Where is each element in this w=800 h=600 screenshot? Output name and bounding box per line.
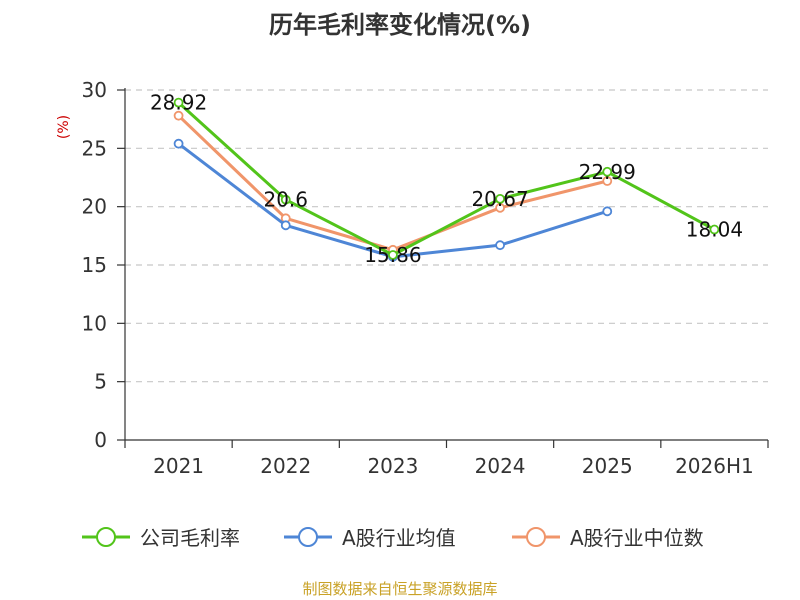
x-tick-label: 2021: [153, 454, 204, 478]
data-point: [602, 206, 613, 217]
data-point: [280, 220, 291, 231]
series-lines: [173, 97, 720, 262]
y-tick-label: 5: [94, 370, 107, 394]
data-point: [709, 224, 720, 235]
data-point: [602, 166, 613, 177]
series-2: [173, 110, 613, 255]
data-label: 18.04: [686, 218, 743, 242]
series-line: [177, 101, 716, 257]
series-line: [177, 114, 608, 252]
y-tick-label: 15: [82, 253, 107, 277]
data-label: 28.92: [150, 91, 207, 115]
legend-label: 公司毛利率: [140, 526, 240, 550]
legend: 公司毛利率 A股行业均值 A股行业中位数: [82, 526, 704, 550]
y-axis-label: (%): [56, 115, 72, 139]
data-point: [173, 138, 184, 149]
y-tick-label: 25: [82, 136, 107, 160]
y-tick-label: 20: [82, 195, 107, 219]
data-label: 20.67: [471, 187, 528, 211]
data-point: [495, 193, 505, 204]
source-note: 制图数据来自恒生聚源数据库: [302, 580, 497, 598]
data-point: [173, 97, 184, 108]
data-point: [602, 176, 613, 186]
legend-item[interactable]: A股行业均值: [284, 526, 456, 550]
legend-item[interactable]: 公司毛利率: [82, 526, 240, 550]
legend-marker: [298, 527, 318, 547]
y-tick-label: 0: [94, 428, 107, 452]
legend-item[interactable]: A股行业中位数: [512, 526, 704, 550]
x-tick-label: 2023: [367, 454, 418, 478]
y-tick-label: 10: [82, 311, 107, 335]
legend-marker: [526, 527, 546, 547]
data-label: 15.86: [364, 243, 421, 267]
grid: [125, 89, 768, 383]
x-tick-label: 2026H1: [675, 454, 754, 478]
data-point: [173, 110, 184, 121]
x-tick-label: 2024: [475, 454, 526, 478]
chart-title: 历年毛利率变化情况(%): [269, 11, 531, 39]
y-tick-label: 30: [82, 78, 107, 102]
data-labels: 28.92 20.6 15.86 20.67 22.99 18.04: [150, 91, 743, 267]
legend-label: A股行业均值: [342, 526, 456, 550]
legend-label: A股行业中位数: [570, 526, 704, 550]
data-label: 22.99: [579, 160, 636, 184]
data-point: [495, 202, 505, 213]
series-0: [173, 97, 720, 260]
legend-marker: [96, 527, 116, 547]
x-tick-label: 2025: [582, 454, 633, 478]
data-point: [388, 250, 398, 260]
data-point: [495, 240, 505, 251]
x-tick-label: 2022: [260, 454, 311, 478]
data-label: 20.6: [263, 188, 308, 212]
data-point: [280, 194, 291, 205]
